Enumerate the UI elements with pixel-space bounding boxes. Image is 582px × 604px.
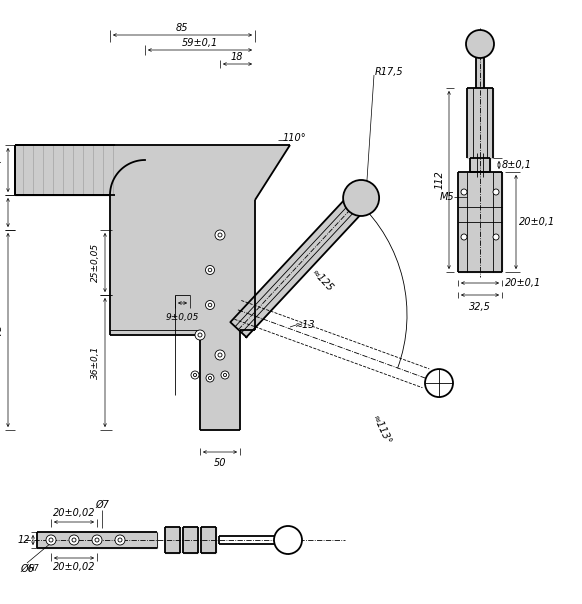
Text: R17,5: R17,5	[375, 67, 404, 77]
Circle shape	[493, 234, 499, 240]
Polygon shape	[15, 145, 115, 195]
Circle shape	[95, 538, 99, 542]
Circle shape	[461, 189, 467, 195]
Circle shape	[49, 538, 53, 542]
Circle shape	[205, 266, 215, 274]
Text: 20±0,02: 20±0,02	[53, 508, 95, 518]
Text: Ø6: Ø6	[20, 564, 34, 574]
Polygon shape	[230, 198, 363, 337]
Text: 85: 85	[176, 23, 188, 33]
Circle shape	[274, 526, 302, 554]
Text: 20±0,02: 20±0,02	[53, 562, 95, 572]
Circle shape	[215, 230, 225, 240]
Polygon shape	[201, 527, 216, 553]
Circle shape	[221, 371, 229, 379]
Circle shape	[218, 233, 222, 237]
Circle shape	[69, 535, 79, 545]
Circle shape	[218, 353, 222, 357]
Polygon shape	[15, 145, 115, 195]
Text: 25±0,05: 25±0,05	[91, 242, 100, 281]
Text: 20±0,1: 20±0,1	[0, 152, 3, 188]
Text: 32,5: 32,5	[469, 302, 491, 312]
Circle shape	[191, 371, 199, 379]
Circle shape	[493, 189, 499, 195]
Circle shape	[343, 180, 379, 216]
Text: 8±0,1: 8±0,1	[502, 160, 532, 170]
Text: 12: 12	[17, 535, 30, 545]
Circle shape	[193, 373, 197, 377]
Circle shape	[461, 234, 467, 240]
Circle shape	[208, 268, 212, 272]
Text: 112: 112	[435, 170, 445, 190]
Polygon shape	[470, 158, 490, 172]
Text: 36±0,1: 36±0,1	[91, 345, 100, 379]
Circle shape	[223, 373, 226, 377]
Polygon shape	[467, 88, 493, 158]
Polygon shape	[165, 527, 180, 553]
Text: ≈125: ≈125	[309, 267, 335, 294]
Text: 110°: 110°	[283, 133, 307, 143]
Text: Ø7: Ø7	[95, 500, 109, 510]
Text: 20±0,1: 20±0,1	[519, 217, 555, 227]
Circle shape	[198, 333, 202, 337]
Text: 75: 75	[0, 324, 3, 336]
Text: 18: 18	[230, 52, 243, 62]
Text: 50: 50	[214, 458, 226, 468]
Text: 20±0,1: 20±0,1	[505, 278, 541, 288]
Circle shape	[92, 535, 102, 545]
Circle shape	[215, 350, 225, 360]
Polygon shape	[476, 58, 484, 88]
Circle shape	[466, 30, 494, 58]
Polygon shape	[458, 172, 502, 272]
Circle shape	[115, 535, 125, 545]
Circle shape	[205, 301, 215, 309]
Circle shape	[208, 376, 212, 379]
Polygon shape	[110, 195, 145, 230]
Circle shape	[206, 374, 214, 382]
Text: H7: H7	[29, 564, 40, 573]
Circle shape	[425, 369, 453, 397]
Text: ≈113°: ≈113°	[370, 414, 392, 446]
Text: ≈13: ≈13	[295, 320, 315, 330]
Text: 9±0,05: 9±0,05	[165, 313, 198, 322]
Circle shape	[208, 303, 212, 307]
Circle shape	[118, 538, 122, 542]
Circle shape	[46, 535, 56, 545]
Text: 59±0,1: 59±0,1	[182, 38, 218, 48]
Polygon shape	[110, 145, 290, 430]
Text: 20: 20	[0, 206, 3, 218]
Polygon shape	[183, 527, 198, 553]
Circle shape	[195, 330, 205, 340]
Circle shape	[72, 538, 76, 542]
Text: M5: M5	[439, 192, 454, 202]
Polygon shape	[37, 532, 157, 548]
